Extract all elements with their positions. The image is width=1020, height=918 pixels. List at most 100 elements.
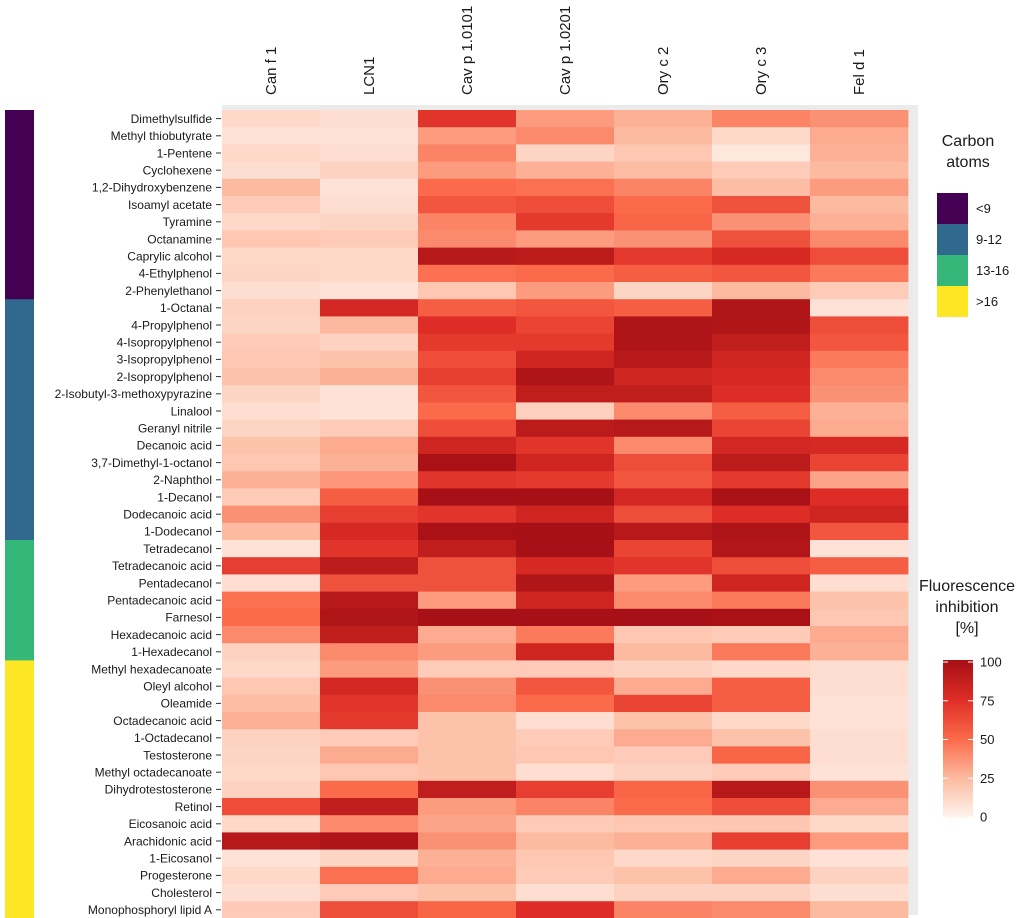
heatmap-cell — [712, 849, 811, 868]
heatmap-cell — [516, 436, 615, 455]
heatmap-cell — [614, 419, 713, 438]
heatmap-cell — [320, 746, 419, 764]
heatmap-cell — [320, 247, 419, 266]
heatmap-cell — [320, 901, 419, 918]
heatmap-cell — [418, 746, 517, 764]
row-label: 3,7-Dimethyl-1-octanol — [91, 456, 212, 470]
heatmap-cell — [516, 161, 615, 180]
heatmap-cell — [712, 746, 811, 764]
heatmap-cell — [222, 849, 321, 868]
heatmap-cell — [418, 626, 517, 644]
row-label: Isoamyl acetate — [128, 198, 212, 212]
heatmap-cell — [712, 591, 811, 610]
heatmap-cell — [810, 884, 909, 902]
heatmap-cell — [222, 660, 321, 678]
carbon-group-bar — [5, 110, 34, 918]
heatmap-cell — [712, 282, 811, 300]
column-label: LCN1 — [361, 57, 378, 95]
heatmap-cell — [320, 385, 419, 403]
colorbar-title-line2: inhibition — [935, 599, 998, 616]
column-label: Cav p 1.0201 — [557, 6, 574, 95]
heatmap-cell — [810, 316, 909, 334]
heatmap-cell — [810, 832, 909, 850]
heatmap-cell — [320, 299, 419, 317]
heatmap-cell — [810, 230, 909, 248]
heatmap-cell — [712, 316, 811, 334]
carbon-atoms-legend: Carbon atoms <9 9-12 13-16 >16 — [937, 133, 1009, 317]
carbon-legend-swatch — [937, 255, 968, 286]
heatmap-cell — [516, 729, 615, 747]
colorbar-legend: Fluorescence inhibition [%] 100 75 50 25 0 — [919, 578, 1015, 825]
heatmap-cell — [712, 436, 811, 455]
heatmap-cell — [222, 264, 321, 283]
heatmap-cell — [712, 454, 811, 472]
row-label: Oleamide — [161, 697, 213, 711]
heatmap-cell — [320, 557, 419, 575]
heatmap-cell — [614, 316, 713, 334]
heatmap-cell — [614, 608, 713, 627]
heatmap-cell — [614, 763, 713, 782]
heatmap-cell — [712, 488, 811, 506]
heatmap-cell — [810, 488, 909, 506]
heatmap-cell — [614, 299, 713, 317]
row-label: 1-Hexadecanol — [131, 645, 212, 659]
row-label: 1-Eicosanol — [149, 852, 212, 866]
heatmap-cell — [320, 127, 419, 145]
heatmap-cell — [614, 557, 713, 575]
heatmap-cell — [614, 178, 713, 197]
heatmap-cell — [516, 488, 615, 506]
row-label: Tetradecanol — [143, 542, 212, 556]
heatmap-cell — [222, 798, 321, 816]
heatmap-cell — [418, 247, 517, 266]
heatmap-cell — [712, 230, 811, 248]
heatmap-cell — [810, 746, 909, 764]
heatmap-cell — [516, 884, 615, 902]
heatmap-cell — [320, 436, 419, 455]
heatmap-cell — [516, 247, 615, 266]
heatmap-cell — [222, 712, 321, 730]
heatmap-cell — [222, 729, 321, 747]
heatmap-cell — [810, 729, 909, 747]
heatmap-cell — [810, 402, 909, 420]
heatmap-cell — [418, 574, 517, 592]
heatmap-cell — [810, 127, 909, 145]
row-label: Tyramine — [163, 215, 213, 229]
heatmap-cell — [320, 316, 419, 334]
row-label: 1-Octanal — [160, 301, 212, 315]
heatmap-cell — [810, 196, 909, 214]
heatmap-cell — [712, 901, 811, 918]
heatmap-cell — [320, 780, 419, 799]
heatmap-cell — [516, 368, 615, 386]
heatmap-cell — [222, 196, 321, 214]
column-labels: Can f 1 LCN1 Cav p 1.0101 Cav p 1.0201 Ory c… — [263, 6, 868, 95]
heatmap-cell — [516, 660, 615, 678]
heatmap-cell — [418, 729, 517, 747]
row-label: Dimethylsulfide — [131, 112, 213, 126]
heatmap-cell — [320, 643, 419, 661]
colorbar-tick-label: 75 — [980, 693, 994, 708]
heatmap-cell — [222, 419, 321, 438]
heatmap-cell — [222, 213, 321, 231]
heatmap-cell — [516, 643, 615, 661]
heatmap-cell — [320, 144, 419, 162]
heatmap-cell — [320, 866, 419, 885]
heatmap-cell — [222, 677, 321, 696]
row-labels: Dimethylsulfide Methyl thiobutyrate 1-Pent… — [55, 112, 221, 917]
heatmap-cell — [320, 677, 419, 696]
carbon-legend-label: 9-12 — [976, 232, 1002, 247]
heatmap-cell — [712, 144, 811, 162]
heatmap-cell — [614, 264, 713, 283]
heatmap-cell — [810, 144, 909, 162]
heatmap-cell — [320, 488, 419, 506]
heatmap-cell — [418, 110, 517, 128]
heatmap-cell — [320, 282, 419, 300]
heatmap-cell — [222, 694, 321, 713]
heatmap-cell — [418, 178, 517, 197]
colorbar-tick-label: 100 — [980, 655, 1002, 670]
heatmap-cell — [418, 798, 517, 816]
heatmap-cells — [222, 110, 909, 918]
carbon-group-segment — [5, 110, 34, 300]
heatmap-cell — [418, 884, 517, 902]
heatmap-cell — [712, 419, 811, 438]
column-label: Can f 1 — [263, 47, 280, 95]
